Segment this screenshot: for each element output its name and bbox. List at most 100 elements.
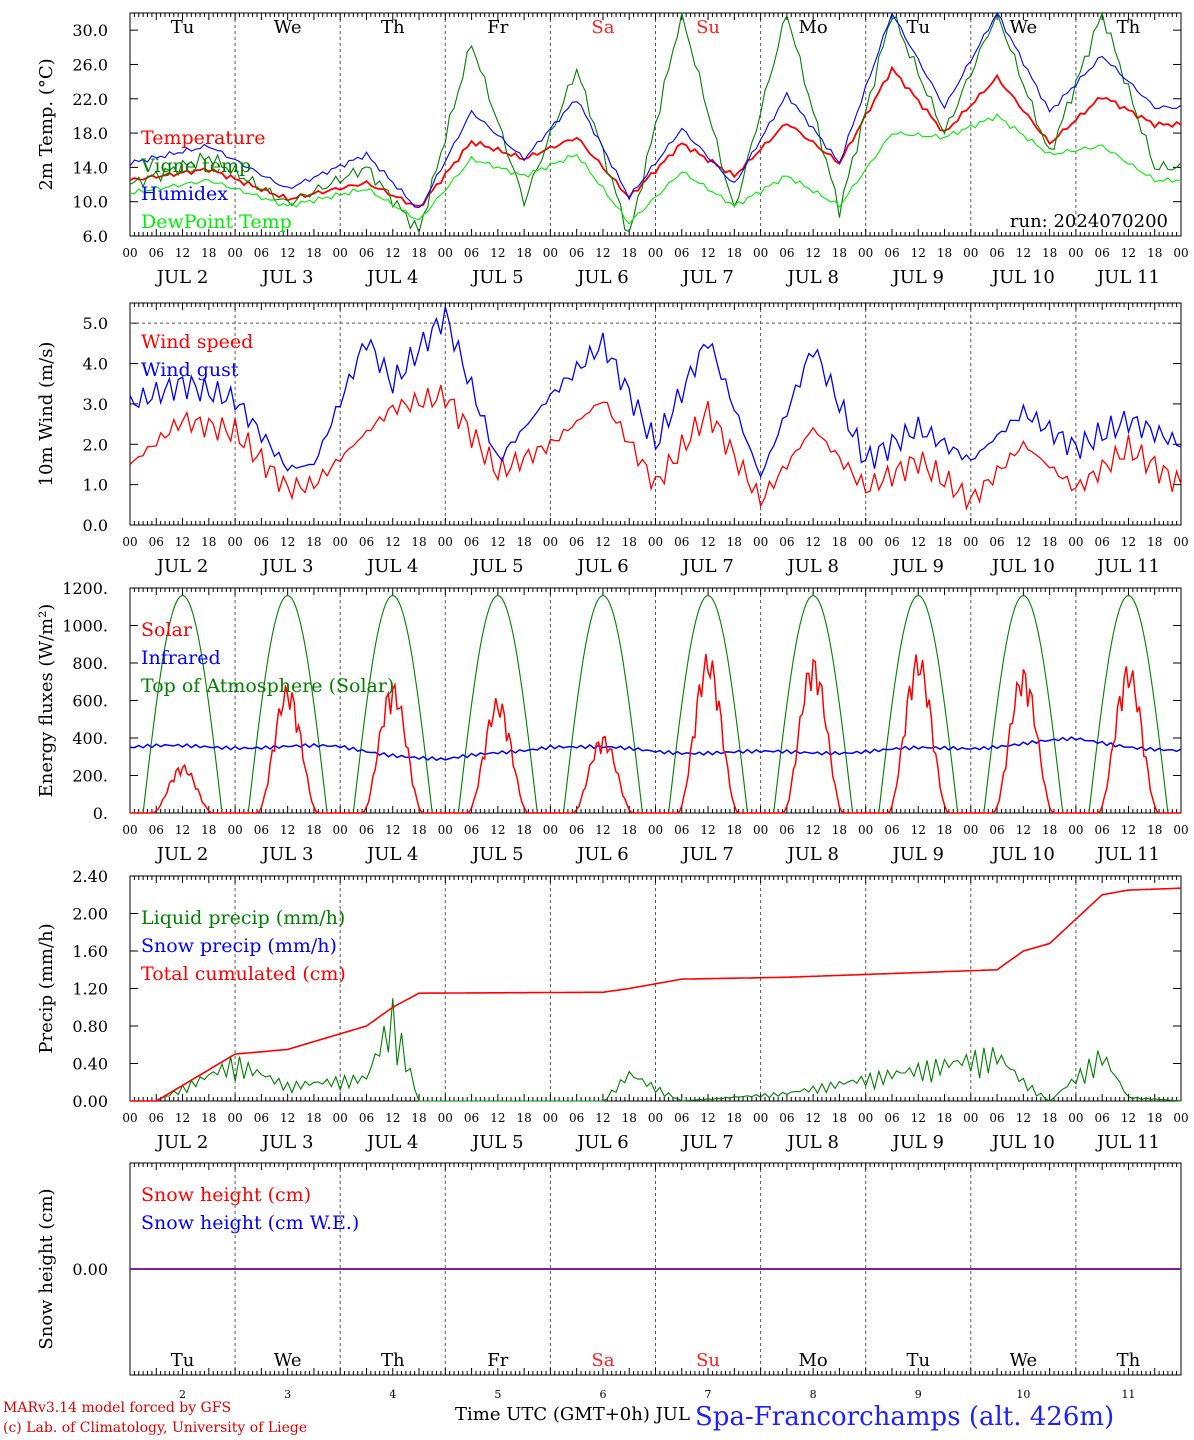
hour-tick-label: 12 — [385, 535, 400, 549]
hour-tick-label: 12 — [700, 246, 715, 260]
hour-tick-label: 06 — [464, 823, 479, 837]
hour-tick-label: 06 — [569, 1111, 584, 1125]
hour-tick-label: 00 — [438, 823, 453, 837]
weekday-label: Th — [1117, 17, 1141, 38]
hour-tick-label: 00 — [858, 823, 873, 837]
hour-tick-label: 06 — [359, 823, 374, 837]
date-label: JUL 2 — [155, 267, 209, 288]
hour-tick-label: 06 — [464, 535, 479, 549]
hour-tick-label: 06 — [1095, 535, 1110, 549]
y-tick-label: 1.0 — [83, 476, 108, 495]
weekday-label: Tu — [171, 17, 195, 38]
hour-tick-label: 00 — [333, 246, 348, 260]
x-axis-title: Time UTC (GMT+0h) JUL — [455, 1404, 690, 1425]
hour-tick-label: 00 — [753, 1111, 768, 1125]
weekday-label: Fr — [487, 17, 508, 38]
hour-tick-label: 12 — [911, 535, 926, 549]
date-label: JUL 11 — [1095, 844, 1160, 865]
hour-tick-label: 12 — [1016, 1111, 1031, 1125]
y-tick-label: 600. — [72, 692, 108, 711]
hour-tick-label: 00 — [227, 823, 242, 837]
hour-tick-label: 12 — [280, 246, 295, 260]
date-label: JUL 6 — [575, 844, 629, 865]
hour-tick-label: 12 — [1016, 246, 1031, 260]
y-tick-label: 4.0 — [83, 355, 108, 374]
hour-tick-label: 00 — [122, 535, 137, 549]
date-label: JUL 10 — [990, 267, 1055, 288]
day-number-label: 7 — [705, 1388, 712, 1401]
y-tick-label: 14.0 — [72, 158, 108, 177]
day-number-label: 10 — [1016, 1388, 1030, 1401]
series-line — [130, 998, 1182, 1102]
hour-tick-label: 00 — [648, 246, 663, 260]
y-tick-label: 1.60 — [72, 942, 108, 961]
hour-tick-label: 00 — [963, 1111, 978, 1125]
y-axis-label: Energy fluxes (W/m²) — [36, 604, 57, 798]
hour-tick-label: 18 — [306, 823, 321, 837]
hour-tick-label: 06 — [779, 535, 794, 549]
date-label: JUL 5 — [470, 556, 524, 577]
date-label: JUL 10 — [990, 844, 1055, 865]
series-line — [129, 65, 1182, 207]
hour-tick-label: 12 — [175, 535, 190, 549]
hour-tick-label: 18 — [201, 823, 216, 837]
panel-4: 0.00 0.40 0.80 1.20 1.60 2.00 2.40 Precip (mm/h… — [36, 867, 1189, 1153]
date-label: JUL 9 — [890, 267, 944, 288]
date-label: JUL 5 — [470, 1132, 524, 1153]
hour-tick-label: 18 — [516, 823, 531, 837]
legend-entry: Wind speed — [141, 331, 253, 353]
panel-5: 0.00 Snow height (cm) Snow height (cm) Snow… — [36, 1162, 1182, 1401]
hour-tick-label: 06 — [989, 1111, 1004, 1125]
date-label: JUL 2 — [155, 1132, 209, 1153]
hour-tick-label: 00 — [1173, 1111, 1188, 1125]
hour-tick-label: 06 — [569, 535, 584, 549]
weekday-label: We — [1010, 1350, 1038, 1371]
hour-tick-label: 06 — [569, 823, 584, 837]
hour-tick-label: 00 — [858, 246, 873, 260]
hour-tick-label: 06 — [149, 535, 164, 549]
hour-tick-label: 18 — [306, 246, 321, 260]
hour-tick-label: 12 — [490, 823, 505, 837]
hour-tick-label: 18 — [937, 535, 952, 549]
y-tick-label: 3.0 — [83, 395, 108, 414]
hour-tick-label: 06 — [149, 823, 164, 837]
hour-tick-label: 00 — [1173, 535, 1188, 549]
weekday-label: Fr — [487, 1350, 508, 1371]
hour-tick-label: 12 — [175, 823, 190, 837]
hour-tick-label: 00 — [333, 535, 348, 549]
hour-tick-label: 18 — [516, 246, 531, 260]
hour-tick-label: 12 — [806, 823, 821, 837]
credit-line-2: (c) Lab. of Climatology, University of L… — [3, 1420, 308, 1436]
panel-1: 6.0 10.0 14.0 18.0 22.0 26.0 30.0 2m Temp. (°C)… — [36, 11, 1189, 288]
hour-tick-label: 12 — [911, 1111, 926, 1125]
weekday-label: We — [1010, 17, 1038, 38]
date-label: JUL 7 — [680, 1132, 734, 1153]
weekday-label: Tu — [171, 1350, 195, 1371]
y-tick-label: 200. — [72, 767, 108, 786]
weekday-label: We — [274, 1350, 302, 1371]
hour-tick-label: 12 — [175, 1111, 190, 1125]
hour-tick-label: 18 — [411, 823, 426, 837]
date-label: JUL 8 — [785, 844, 839, 865]
hour-tick-label: 00 — [227, 1111, 242, 1125]
hour-tick-label: 12 — [911, 246, 926, 260]
hour-tick-label: 18 — [832, 1111, 847, 1125]
y-tick-label: 22.0 — [72, 90, 108, 109]
hour-tick-label: 00 — [753, 823, 768, 837]
hour-tick-label: 00 — [227, 535, 242, 549]
hour-tick-label: 00 — [963, 535, 978, 549]
series-line — [129, 306, 1182, 479]
weekday-label: We — [274, 17, 302, 38]
hour-tick-label: 06 — [464, 1111, 479, 1125]
date-label: JUL 3 — [260, 267, 314, 288]
hour-tick-label: 18 — [411, 535, 426, 549]
legend-entry: Infrared — [141, 647, 221, 669]
date-label: JUL 10 — [990, 1132, 1055, 1153]
hour-tick-label: 00 — [753, 535, 768, 549]
date-label: JUL 2 — [155, 556, 209, 577]
hour-tick-label: 00 — [648, 535, 663, 549]
y-tick-label: 800. — [72, 654, 108, 673]
hour-tick-label: 18 — [727, 1111, 742, 1125]
date-label: JUL 5 — [470, 267, 524, 288]
date-label: JUL 7 — [680, 844, 734, 865]
